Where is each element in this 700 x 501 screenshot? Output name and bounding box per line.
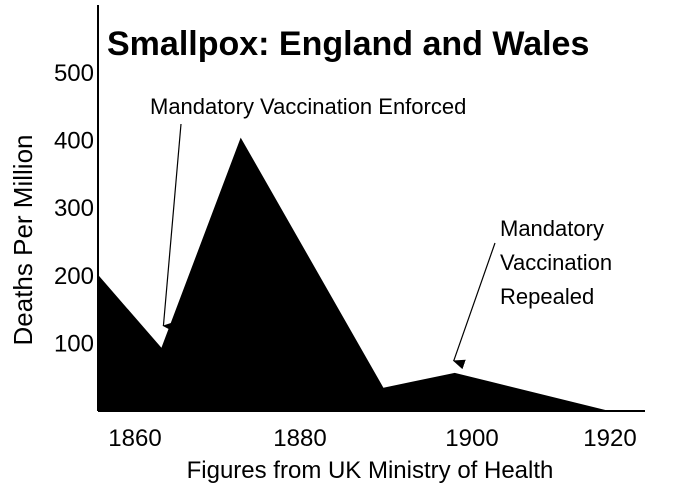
annotation-repealed-text: Mandatory [500,216,604,241]
x-tick-label: 1880 [273,425,326,452]
y-tick-label: 300 [54,195,94,222]
annotation-repealed-text: Vaccination [500,250,612,275]
annotation-repealed-arrow [452,242,496,370]
annotation-repealed-text: Repealed [500,284,594,309]
annotation-enforced-text: Mandatory Vaccination Enforced [150,94,466,119]
area-series [98,137,645,410]
annotation-enforced-arrow [162,123,182,332]
y-tick-label: 200 [54,263,94,290]
x-tick-label: 1900 [445,425,498,452]
y-tick-label: 100 [54,330,94,357]
y-axis-label: Deaths Per Million [8,135,38,346]
x-tick-label: 1860 [108,425,161,452]
x-tick-label: 1920 [583,425,636,452]
y-tick-label: 400 [54,128,94,155]
chart-title: Smallpox: England and Wales [107,25,589,63]
x-axis-label: Figures from UK Ministry of Health [187,457,554,484]
y-tick-label: 500 [54,60,94,87]
